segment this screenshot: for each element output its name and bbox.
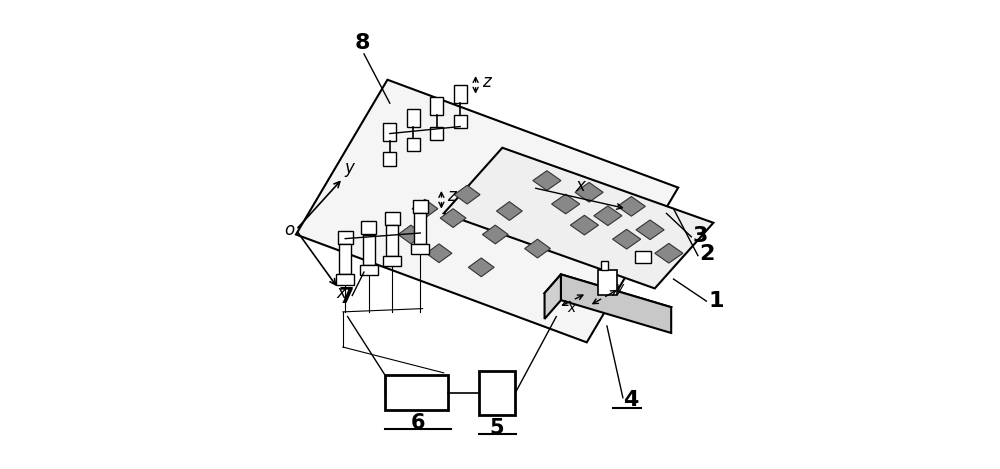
Bar <box>414 213 426 244</box>
Text: 6: 6 <box>411 413 425 433</box>
Bar <box>361 221 376 234</box>
Bar <box>601 261 608 270</box>
Bar <box>407 138 420 151</box>
Bar <box>413 200 428 213</box>
Polygon shape <box>440 209 466 227</box>
Text: 4: 4 <box>623 390 638 410</box>
Bar <box>360 265 378 275</box>
Text: 8: 8 <box>355 33 370 53</box>
Polygon shape <box>545 274 561 319</box>
Text: y: y <box>615 281 623 295</box>
Text: 5: 5 <box>490 418 504 438</box>
Text: 2: 2 <box>699 244 715 265</box>
Bar <box>385 212 400 225</box>
Text: x: x <box>337 284 347 302</box>
Polygon shape <box>617 197 645 216</box>
Bar <box>430 97 443 115</box>
Polygon shape <box>552 194 580 214</box>
Bar <box>386 225 398 256</box>
Bar <box>339 244 351 274</box>
Text: x: x <box>575 177 585 196</box>
Bar <box>383 123 396 141</box>
Bar <box>338 231 353 244</box>
Text: 1: 1 <box>709 291 724 311</box>
Polygon shape <box>444 148 713 288</box>
Bar <box>454 85 467 103</box>
Polygon shape <box>398 225 424 244</box>
Text: y: y <box>344 159 354 177</box>
Polygon shape <box>575 182 603 202</box>
Bar <box>479 371 515 415</box>
Polygon shape <box>482 225 508 244</box>
Bar <box>407 109 420 127</box>
Polygon shape <box>296 80 678 342</box>
Polygon shape <box>655 243 683 263</box>
Bar <box>336 274 354 285</box>
Text: 3: 3 <box>692 226 708 246</box>
Bar <box>454 115 467 128</box>
Bar <box>383 152 396 166</box>
Polygon shape <box>594 206 622 226</box>
Polygon shape <box>613 229 641 249</box>
Polygon shape <box>496 202 522 220</box>
Text: z: z <box>447 187 456 205</box>
Polygon shape <box>412 199 438 218</box>
Polygon shape <box>561 274 671 333</box>
Text: 7: 7 <box>338 287 354 307</box>
Polygon shape <box>533 171 561 190</box>
Bar <box>635 251 651 263</box>
Bar <box>385 375 448 410</box>
Bar <box>363 234 375 265</box>
Polygon shape <box>454 185 480 204</box>
Polygon shape <box>468 258 494 277</box>
Polygon shape <box>426 244 452 263</box>
Text: z: z <box>482 73 491 91</box>
Bar <box>383 256 401 266</box>
Polygon shape <box>636 220 664 240</box>
Text: x: x <box>567 301 575 315</box>
Polygon shape <box>545 274 671 326</box>
Polygon shape <box>570 215 598 235</box>
Bar <box>598 270 617 295</box>
Bar <box>411 244 429 254</box>
Polygon shape <box>525 239 550 258</box>
Bar <box>430 127 443 140</box>
Text: o: o <box>284 220 294 239</box>
